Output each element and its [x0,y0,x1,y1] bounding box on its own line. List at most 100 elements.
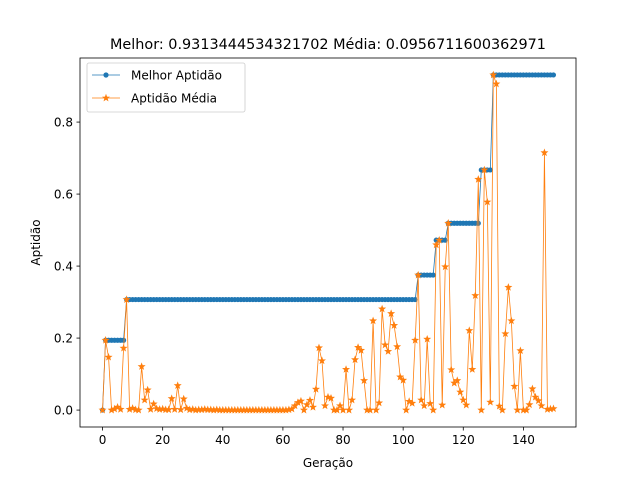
point-aptidao-media [534,396,543,405]
point-aptidao-media [116,405,125,413]
point-aptidao-media [342,365,351,373]
point-aptidao-media [296,396,305,405]
point-aptidao-media [438,400,447,409]
point-aptidao-media [429,405,438,414]
point-aptidao-media [215,405,224,414]
legend: Melhor Aptidão Aptidão Média [86,62,246,113]
point-aptidao-media [179,394,188,403]
point-aptidao-media [339,405,348,414]
point-aptidao-media [155,405,164,413]
point-aptidao-media [110,404,119,413]
point-melhor-aptidao [442,237,448,243]
point-aptidao-media [516,346,525,355]
point-aptidao-media [128,404,137,412]
point-aptidao-media [236,405,245,414]
point-aptidao-media [459,395,468,404]
point-aptidao-media [408,399,417,407]
point-aptidao-media [465,326,474,334]
point-aptidao-media [263,405,272,414]
x-tick-label: 20 [155,433,170,447]
point-aptidao-media [474,175,483,183]
point-aptidao-media [444,219,453,227]
point-aptidao-media [456,387,465,396]
point-aptidao-media [104,352,113,361]
point-aptidao-media [360,376,369,384]
point-aptidao-media [203,405,212,414]
point-aptidao-media [366,405,375,414]
point-aptidao-media [308,403,317,411]
point-aptidao-media [107,405,116,414]
point-aptidao-media [453,376,462,384]
point-aptidao-media [468,365,477,373]
point-aptidao-media [489,70,498,79]
point-aptidao-media [122,295,131,303]
point-aptidao-media [330,405,339,414]
point-aptidao-media [492,79,501,88]
point-aptidao-media [314,343,323,352]
series-line-aptidao-media [102,74,554,412]
y-tick-label: 0.4 [54,259,73,273]
point-aptidao-media [176,405,185,414]
point-aptidao-media [345,405,354,414]
point-aptidao-media [98,405,107,414]
point-aptidao-media [498,405,507,414]
y-tick-label: 0.2 [54,331,73,345]
point-aptidao-media [209,405,218,414]
point-aptidao-media [191,405,200,414]
point-aptidao-media [170,405,179,413]
point-aptidao-media [167,394,176,402]
point-aptidao-media [143,385,152,394]
point-aptidao-media [549,404,558,413]
point-aptidao-media [321,401,329,410]
point-aptidao-media [333,405,342,414]
point-aptidao-media [399,376,408,384]
point-aptidao-media [125,405,134,413]
chart-title: Melhor: 0.9313444534321702 Média: 0.0956… [110,37,546,53]
x-tick-label: 60 [275,433,290,447]
point-aptidao-media [384,347,393,355]
point-aptidao-media [305,396,314,404]
point-aptidao-media [251,405,260,414]
point-aptidao-media [284,405,293,414]
point-aptidao-media [519,405,528,414]
legend-marker [102,93,110,102]
point-aptidao-media [245,405,254,414]
point-aptidao-media [387,309,396,317]
point-aptidao-media [119,343,128,352]
point-aptidao-media [462,400,471,409]
point-aptidao-media [477,405,486,414]
y-axis: 0.0 0.2 0.4 0.6 0.8 [54,115,80,417]
point-aptidao-media [414,270,423,279]
point-aptidao-media [396,372,405,381]
point-aptidao-media [546,404,555,413]
point-aptidao-media [101,336,110,344]
point-aptidao-media [248,405,257,414]
point-aptidao-media [164,405,173,414]
point-aptidao-media [161,405,170,414]
point-aptidao-media [239,405,248,414]
series-line-melhor-aptidao [102,74,554,411]
point-aptidao-media [260,405,269,414]
point-aptidao-media [441,262,450,271]
point-aptidao-media [287,404,296,413]
point-aptidao-media [182,404,191,412]
point-aptidao-media [522,405,531,414]
point-aptidao-media [281,405,290,414]
point-aptidao-media [417,395,426,404]
y-tick-label: 0.0 [54,403,73,417]
x-axis: 0 20 40 60 80 100 120 140 [99,427,535,447]
x-tick-label: 120 [452,433,475,447]
point-aptidao-media [486,397,495,406]
point-aptidao-media [510,382,519,390]
point-aptidao-media [378,304,387,313]
point-aptidao-media [327,394,335,402]
point-aptidao-media [369,316,378,325]
point-aptidao-media [381,340,390,349]
point-aptidao-media [173,381,182,389]
point-aptidao-media [311,385,320,393]
point-aptidao-media [324,392,332,401]
point-aptidao-media [411,336,420,344]
point-aptidao-media [257,405,266,414]
x-tick-label: 40 [215,433,230,447]
